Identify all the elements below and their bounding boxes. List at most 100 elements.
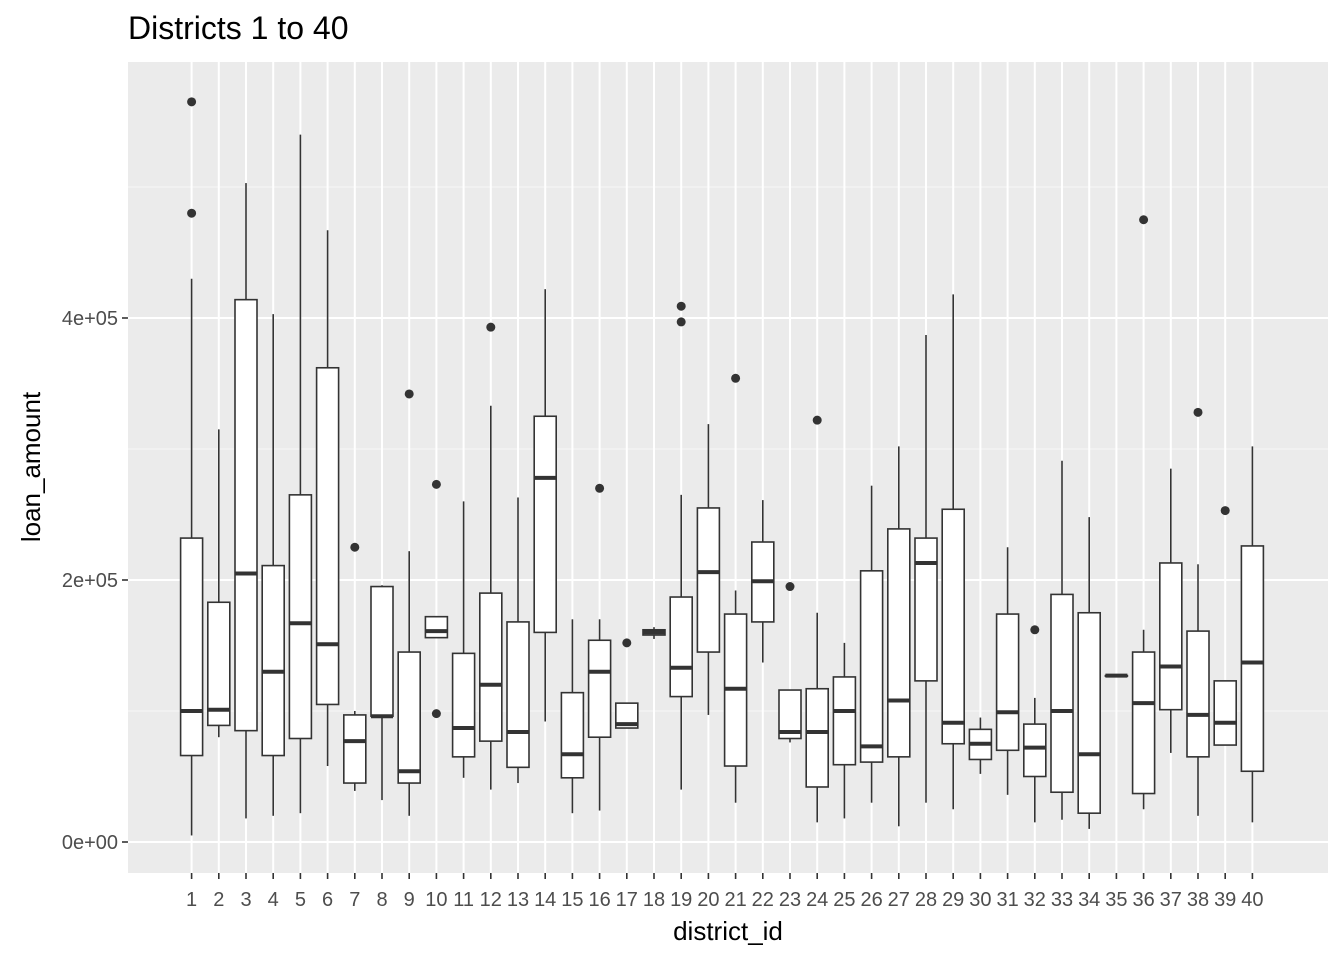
x-tick-label: 19: [670, 889, 692, 911]
box-district-14: [533, 289, 558, 722]
x-tick-label: 9: [404, 889, 415, 911]
outlier-point: [595, 483, 605, 493]
box-iqr: [179, 537, 204, 757]
box-iqr: [778, 689, 802, 740]
box-iqr: [1159, 562, 1183, 711]
box-district-13: [506, 497, 530, 784]
outlier-point: [187, 97, 197, 107]
box-district-20: [696, 424, 721, 715]
box-district-4: [261, 314, 286, 816]
box-district-16: [587, 483, 612, 811]
box-iqr: [995, 613, 1020, 752]
box-iqr: [941, 508, 966, 745]
box-iqr: [669, 596, 694, 698]
x-tick-label: 5: [295, 889, 306, 911]
x-tick-label: 1: [186, 889, 197, 911]
x-tick-label: 32: [1024, 889, 1046, 911]
x-tick-label: 29: [942, 889, 964, 911]
box-district-11: [451, 501, 476, 778]
x-tick-label: 12: [480, 889, 502, 911]
box-iqr: [397, 651, 422, 784]
box-iqr: [451, 652, 476, 758]
chart-title: Districts 1 to 40: [128, 10, 349, 46]
box-iqr: [1240, 545, 1265, 773]
x-tick-label: 21: [724, 889, 746, 911]
box-district-9: [397, 389, 422, 816]
x-tick-label: 23: [779, 889, 801, 911]
box-iqr: [614, 702, 639, 729]
outlier-point: [676, 317, 686, 327]
x-tick-label: 6: [322, 889, 333, 911]
box-iqr: [478, 592, 503, 742]
box-iqr: [832, 676, 857, 766]
box-district-30: [968, 717, 993, 774]
outlier-point: [1139, 215, 1149, 225]
box-iqr: [207, 601, 231, 727]
x-tick-label: 39: [1214, 889, 1236, 911]
x-tick-label: 22: [752, 889, 774, 911]
box-iqr: [696, 507, 721, 653]
box-district-7: [342, 542, 367, 791]
box-iqr: [560, 691, 585, 779]
box-iqr: [315, 366, 340, 706]
x-tick-label: 20: [697, 889, 719, 911]
box-district-19: [669, 301, 694, 790]
box-iqr: [1213, 680, 1237, 746]
outlier-point: [785, 582, 795, 592]
box-district-36: [1131, 215, 1156, 810]
box-iqr: [506, 621, 530, 769]
x-tick-label: 31: [996, 889, 1018, 911]
x-tick-label: 15: [561, 889, 583, 911]
box-district-38: [1186, 407, 1210, 816]
x-tick-label: 8: [376, 889, 387, 911]
box-district-22: [750, 500, 775, 663]
x-tick-label: 14: [534, 889, 556, 911]
box-iqr: [859, 570, 884, 763]
box-district-15: [560, 619, 585, 814]
x-tick-label: 4: [268, 889, 279, 911]
x-tick-label: 36: [1132, 889, 1154, 911]
box-district-26: [859, 485, 884, 803]
box-iqr: [1131, 651, 1156, 795]
y-axis-title: loan_amount: [16, 391, 46, 542]
box-district-27: [886, 446, 911, 827]
x-tick-label: 30: [969, 889, 991, 911]
box-district-5: [288, 134, 313, 814]
box-district-18: [642, 627, 666, 639]
x-tick-label: 13: [507, 889, 529, 911]
y-tick-label: 2e+05: [62, 570, 118, 592]
outlier-point: [676, 301, 686, 311]
x-tick-label: 25: [833, 889, 855, 911]
outlier-point: [486, 322, 496, 332]
box-district-39: [1213, 506, 1237, 746]
x-tick-label: 16: [588, 889, 610, 911]
box-district-23: [778, 582, 802, 743]
outlier-point: [1193, 407, 1203, 417]
box-iqr: [342, 714, 367, 784]
box-iqr: [805, 687, 830, 788]
outlier-point: [731, 373, 741, 383]
y-tick-label: 4e+05: [62, 308, 118, 330]
box-iqr: [1186, 630, 1210, 758]
box-iqr: [914, 537, 938, 682]
box-iqr: [261, 564, 286, 757]
outlier-point: [1220, 506, 1230, 516]
box-district-17: [614, 638, 639, 729]
box-district-3: [234, 183, 258, 819]
x-tick-label: 10: [425, 889, 447, 911]
outlier-point: [187, 208, 197, 218]
box-district-10: [424, 479, 449, 719]
x-tick-label: 37: [1160, 889, 1182, 911]
box-series: [179, 97, 1265, 836]
x-tick-label: 7: [349, 889, 360, 911]
box-district-29: [941, 294, 966, 810]
box-iqr: [370, 585, 394, 718]
box-district-37: [1159, 468, 1183, 753]
box-iqr: [1022, 723, 1047, 778]
box-district-1: [179, 97, 204, 836]
x-tick-label: 26: [860, 889, 882, 911]
box-iqr: [1077, 611, 1101, 814]
box-district-32: [1022, 625, 1047, 823]
